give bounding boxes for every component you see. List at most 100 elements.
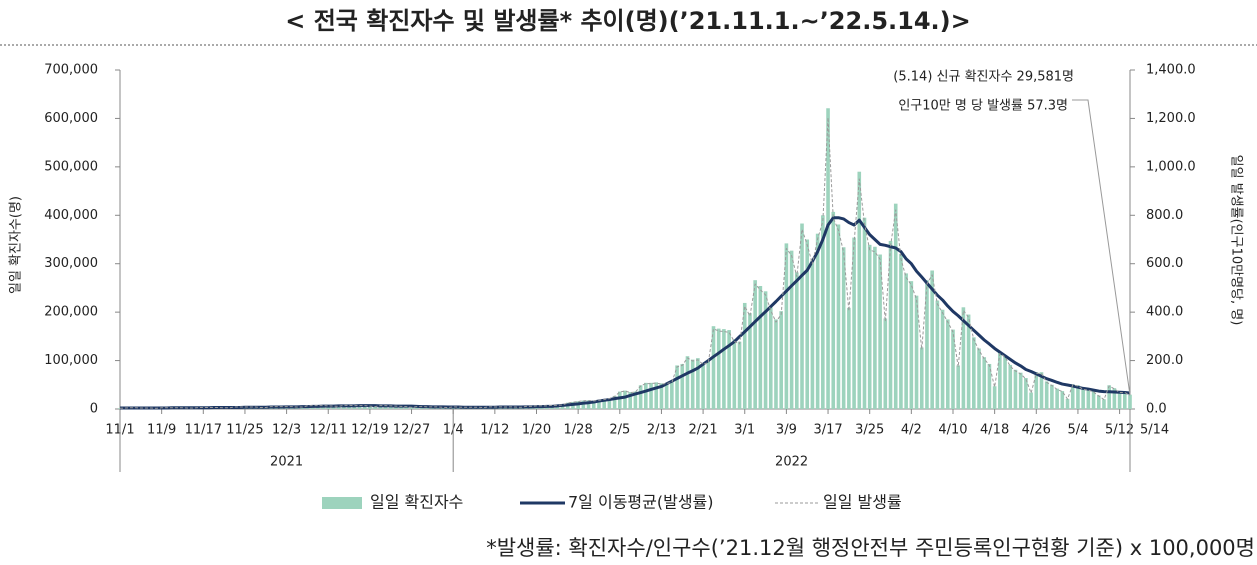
bar xyxy=(784,243,789,409)
legend-label: 7일 이동평균(발생률) xyxy=(568,493,714,512)
legend-label: 일일 발생률 xyxy=(823,493,902,512)
bar xyxy=(1029,392,1033,409)
bar xyxy=(638,385,643,409)
bar xyxy=(1091,391,1096,409)
bar xyxy=(711,326,716,409)
x-tick-label: 3/25 xyxy=(855,423,884,438)
bar xyxy=(1060,391,1065,409)
footnote: *발생률: 확진자수/인구수(’21.12월 행정안전부 주민등록인구현황 기준… xyxy=(486,536,1255,560)
bar xyxy=(909,281,914,409)
y2-tick-label: 400.0 xyxy=(1146,305,1183,320)
y2-tick-label: 0.0 xyxy=(1146,402,1167,417)
bar xyxy=(597,400,601,409)
x-tick-label: 2/5 xyxy=(609,423,630,438)
bar xyxy=(722,329,726,409)
bar xyxy=(581,400,586,409)
bar xyxy=(1076,385,1080,409)
bar xyxy=(987,363,992,409)
bar xyxy=(899,254,903,409)
bar xyxy=(617,391,622,409)
bar xyxy=(399,406,403,409)
bar xyxy=(670,381,674,409)
legend-swatch xyxy=(322,497,362,509)
x-tick-label: 11/25 xyxy=(226,423,263,438)
y2-tick-label: 200.0 xyxy=(1146,353,1183,368)
bar xyxy=(649,382,653,409)
y-tick-label: 500,000 xyxy=(44,159,98,174)
bar xyxy=(852,237,856,409)
bar xyxy=(815,233,820,409)
bar xyxy=(336,406,341,409)
bar xyxy=(1112,388,1117,409)
bar xyxy=(659,383,664,409)
bar xyxy=(878,254,882,409)
chart-title: < 전국 확진자수 및 발생률* 추이(명)(’21.11.1.~’22.5.1… xyxy=(285,7,971,35)
x-tick-label: 12/11 xyxy=(310,423,347,438)
bar xyxy=(758,285,763,409)
x-tick-label: 4/2 xyxy=(901,423,922,438)
bar xyxy=(664,382,669,409)
bar xyxy=(357,405,362,409)
bar xyxy=(623,390,627,409)
bar xyxy=(836,224,841,409)
bar xyxy=(1107,385,1111,409)
bar xyxy=(716,328,721,409)
y-axis-label: 일일 확진자수(명) xyxy=(9,196,24,294)
bar xyxy=(628,392,633,409)
bar xyxy=(706,361,711,409)
bar xyxy=(560,404,565,409)
x-tick-label: 3/1 xyxy=(734,423,755,438)
bar xyxy=(644,382,648,409)
bar xyxy=(685,356,690,409)
x-tick-label: 2/13 xyxy=(647,423,676,438)
x-tick-label: 11/17 xyxy=(185,423,222,438)
bar xyxy=(904,273,908,409)
bar xyxy=(925,280,929,409)
bar xyxy=(1024,378,1028,409)
bar xyxy=(966,314,971,409)
annotation-leader xyxy=(1072,99,1131,396)
legend-label: 일일 확진자수 xyxy=(370,493,463,512)
bar xyxy=(748,313,752,409)
annotation: 인구10만 명 당 발생률 57.3명 xyxy=(898,99,1068,114)
bar xyxy=(1008,364,1013,409)
bar xyxy=(826,108,830,409)
x-tick-label: 5/12 xyxy=(1105,423,1134,438)
bar xyxy=(1018,372,1023,409)
bar xyxy=(1003,355,1007,409)
year-label: 2021 xyxy=(270,455,303,470)
bar xyxy=(1122,392,1127,409)
bar xyxy=(1096,395,1101,409)
bar xyxy=(888,240,893,409)
bar xyxy=(862,217,867,409)
bar xyxy=(675,365,679,409)
bar xyxy=(883,318,888,409)
x-tick-label: 4/26 xyxy=(1022,423,1051,438)
y2-tick-label: 1,400.0 xyxy=(1146,63,1196,78)
y2-axis-label: 일일 발생률(인구10만명당, 명) xyxy=(1229,155,1244,326)
bar xyxy=(409,407,414,409)
x-tick-label: 3/17 xyxy=(813,423,842,438)
y-tick-label: 100,000 xyxy=(44,353,98,368)
y2-tick-label: 800.0 xyxy=(1146,208,1183,223)
bar xyxy=(633,391,638,409)
bar xyxy=(972,337,976,409)
bar xyxy=(977,348,981,409)
bar xyxy=(1117,392,1122,409)
x-tick-label: 11/9 xyxy=(147,423,176,438)
bar xyxy=(919,347,924,409)
bar xyxy=(1102,399,1106,409)
bar xyxy=(737,341,742,409)
y-tick-label: 0 xyxy=(90,402,98,417)
x-tick-label: 5/4 xyxy=(1067,423,1088,438)
bar xyxy=(732,339,737,409)
x-tick-label: 2/21 xyxy=(688,423,717,438)
bar xyxy=(982,357,987,409)
bar xyxy=(373,406,377,409)
bar xyxy=(1081,388,1085,409)
bar xyxy=(867,244,872,409)
year-label: 2022 xyxy=(775,455,808,470)
x-tick-label: 4/10 xyxy=(938,423,967,438)
y2-tick-label: 600.0 xyxy=(1146,256,1183,271)
